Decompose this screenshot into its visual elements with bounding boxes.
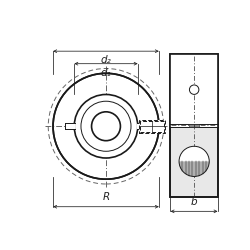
Bar — [139, 120, 165, 132]
Bar — [170, 54, 218, 198]
Circle shape — [74, 94, 138, 158]
Text: b: b — [191, 197, 197, 207]
Circle shape — [92, 112, 120, 141]
Text: d₂: d₂ — [100, 56, 111, 66]
Bar — [64, 123, 75, 129]
Circle shape — [179, 146, 209, 176]
Bar — [189, 124, 194, 127]
Bar — [170, 54, 218, 198]
Text: d₁: d₁ — [100, 68, 111, 78]
Bar — [137, 123, 161, 129]
Bar — [170, 124, 218, 127]
Circle shape — [190, 85, 199, 94]
Circle shape — [81, 101, 131, 151]
Bar — [194, 124, 199, 127]
Bar — [140, 121, 164, 132]
Text: R: R — [102, 192, 110, 202]
Circle shape — [53, 73, 159, 179]
Bar — [170, 54, 218, 125]
Bar — [139, 120, 165, 132]
Polygon shape — [179, 162, 209, 176]
